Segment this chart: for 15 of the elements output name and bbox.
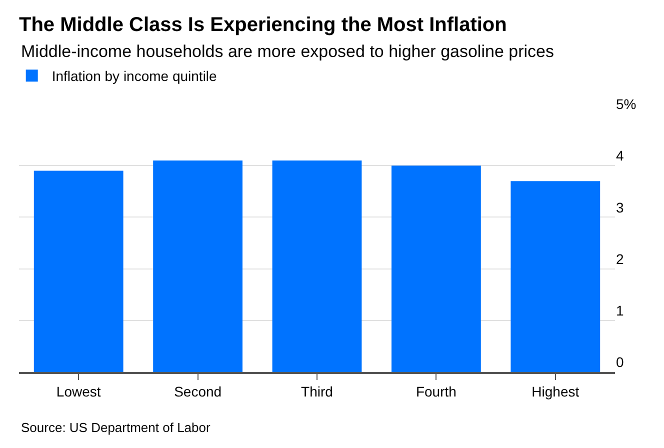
y-tick-label: 3 <box>616 199 624 216</box>
x-tick-label: Highest <box>532 384 580 400</box>
source-note: Source: US Department of Labor <box>21 420 211 435</box>
x-tick-label: Third <box>301 384 333 400</box>
x-tick-label: Fourth <box>416 384 456 400</box>
y-tick-label: 5% <box>616 96 636 112</box>
y-tick-label: 2 <box>616 250 624 267</box>
y-tick-label: 0 <box>616 354 624 370</box>
x-tick-label: Lowest <box>56 384 101 400</box>
legend-label: Inflation by income quintile <box>52 68 218 84</box>
y-tick-label: 4 <box>616 148 624 164</box>
x-tick-label: Second <box>174 384 222 400</box>
chart-subtitle: Middle-income households are more exposed to higher gasoline prices <box>21 42 554 61</box>
y-tick-label: 1 <box>616 302 624 318</box>
chart-title: The Middle Class Is Experiencing the Most Inflation <box>19 14 507 36</box>
